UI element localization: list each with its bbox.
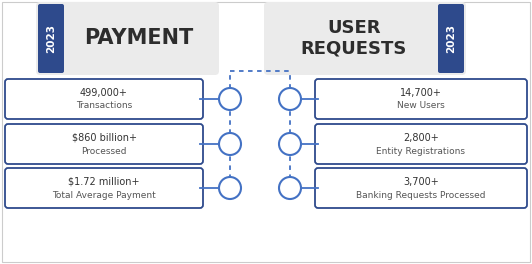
Text: Entity Registrations: Entity Registrations xyxy=(377,147,466,155)
FancyBboxPatch shape xyxy=(5,79,203,119)
Circle shape xyxy=(219,133,241,155)
Text: 2,800+: 2,800+ xyxy=(403,133,439,143)
Circle shape xyxy=(219,177,241,199)
Circle shape xyxy=(279,88,301,110)
FancyBboxPatch shape xyxy=(36,2,219,75)
Text: Transactions: Transactions xyxy=(76,101,132,111)
Text: Processed: Processed xyxy=(81,147,127,155)
FancyBboxPatch shape xyxy=(5,124,203,164)
Text: New Users: New Users xyxy=(397,101,445,111)
Text: 499,000+: 499,000+ xyxy=(80,88,128,98)
Text: PAYMENT: PAYMENT xyxy=(84,29,193,49)
FancyBboxPatch shape xyxy=(38,4,64,73)
FancyBboxPatch shape xyxy=(315,168,527,208)
Circle shape xyxy=(279,177,301,199)
Text: Banking Requests Processed: Banking Requests Processed xyxy=(356,191,486,200)
FancyBboxPatch shape xyxy=(264,2,466,75)
Text: USER
REQUESTS: USER REQUESTS xyxy=(301,20,407,58)
FancyBboxPatch shape xyxy=(315,124,527,164)
Text: 3,700+: 3,700+ xyxy=(403,177,439,187)
Circle shape xyxy=(219,88,241,110)
Circle shape xyxy=(279,133,301,155)
FancyBboxPatch shape xyxy=(438,4,464,73)
Text: 2023: 2023 xyxy=(446,24,456,53)
FancyBboxPatch shape xyxy=(315,79,527,119)
Text: $1.72 million+: $1.72 million+ xyxy=(68,177,140,187)
Text: 14,700+: 14,700+ xyxy=(400,88,442,98)
FancyBboxPatch shape xyxy=(5,168,203,208)
Text: 2023: 2023 xyxy=(46,24,56,53)
Text: $860 billion+: $860 billion+ xyxy=(71,133,137,143)
Text: Total Average Payment: Total Average Payment xyxy=(52,191,156,200)
